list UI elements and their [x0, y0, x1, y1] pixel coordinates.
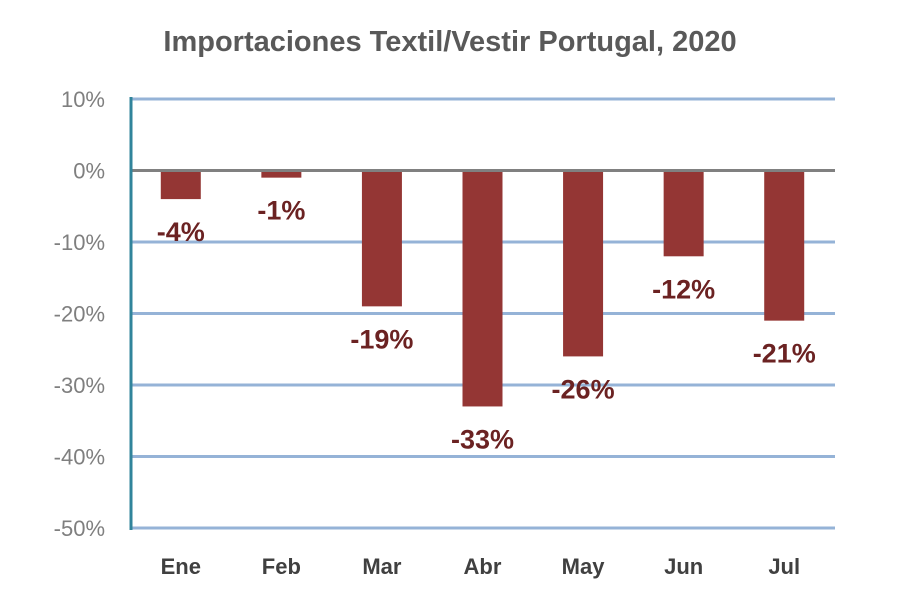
- bar-mar: [361, 170, 402, 307]
- y-tick-label: 0%: [73, 159, 105, 184]
- data-label: -19%: [350, 324, 413, 354]
- chart-title: Importaciones Textil/Vestir Portugal, 20…: [163, 26, 737, 58]
- x-tick-label: Feb: [262, 554, 301, 579]
- data-label: -4%: [157, 217, 205, 247]
- x-tick-label: Abr: [464, 554, 502, 579]
- data-label: -12%: [652, 274, 715, 304]
- x-tick-label: Ene: [161, 554, 201, 579]
- bar-jun: [663, 170, 704, 257]
- data-label: -21%: [753, 339, 816, 369]
- x-tick-label: May: [562, 554, 606, 579]
- y-tick-label: -50%: [54, 516, 105, 541]
- y-tick-label: 10%: [61, 87, 105, 112]
- x-tick-label: Jul: [768, 554, 800, 579]
- data-label: -33%: [451, 424, 514, 454]
- bar-abr: [462, 170, 503, 407]
- bar-jul: [764, 170, 805, 321]
- data-label: -26%: [552, 374, 615, 404]
- y-tick-label: -30%: [54, 373, 105, 398]
- y-tick-label: -10%: [54, 230, 105, 255]
- y-tick-label: -40%: [54, 445, 105, 470]
- bar-ene: [160, 170, 201, 200]
- x-tick-label: Jun: [664, 554, 703, 579]
- bar-feb: [261, 170, 302, 178]
- x-tick-label: Mar: [362, 554, 402, 579]
- bar-may: [563, 170, 604, 357]
- y-tick-label: -20%: [54, 302, 105, 327]
- data-label: -1%: [257, 196, 305, 226]
